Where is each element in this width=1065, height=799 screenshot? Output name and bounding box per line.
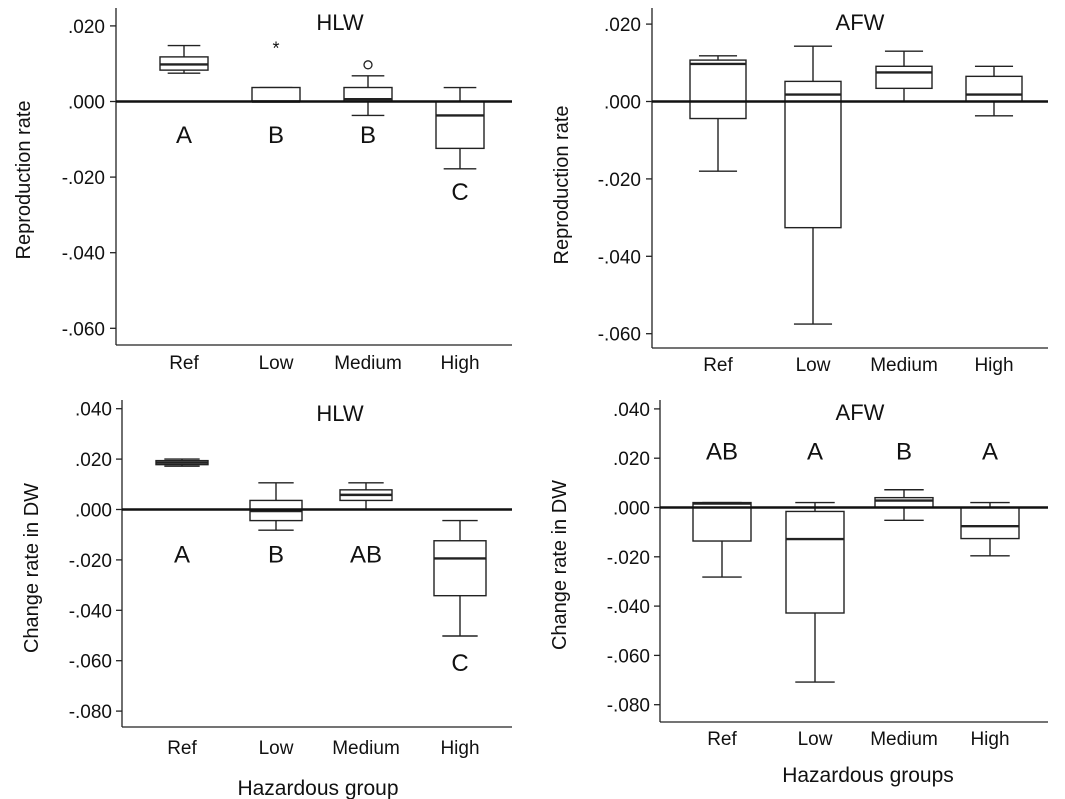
x-tick-label: High — [970, 729, 1009, 750]
y-tick-label: -.060 — [69, 652, 112, 673]
box-ref — [159, 44, 209, 74]
panel-1: HLW Reproduction rate .020 .000 -.020 -.040 -.… — [13, 8, 512, 374]
box-medium — [343, 75, 393, 117]
x-tick-label: Low — [798, 729, 833, 750]
y-tick-label: .040 — [613, 400, 650, 421]
group-letter: C — [451, 650, 468, 677]
box-high — [965, 65, 1023, 117]
x-tick-label: Ref — [167, 738, 197, 759]
panel-4: AFW Change rate in DW .040 .020 .000 -.020 -.0… — [549, 400, 1048, 787]
iqr-box — [435, 100, 485, 150]
y-tick-label: -.060 — [598, 325, 641, 346]
y-tick-label: .020 — [75, 450, 112, 471]
y-tick-label: -.080 — [607, 696, 650, 717]
box-medium — [339, 482, 393, 511]
y-tick-label: -.060 — [607, 646, 650, 667]
panel-3: HLW Change rate in DW .040 .020 .000 -.020 -.0… — [21, 400, 512, 799]
y-tick-label: -.040 — [69, 601, 112, 622]
x-tick-label: High — [974, 355, 1013, 376]
group-letter: B — [268, 122, 284, 149]
x-tick-label: Medium — [334, 353, 402, 374]
y-tick-label: .000 — [604, 93, 641, 114]
y-tick-label: -.020 — [69, 551, 112, 572]
x-tick-label: Low — [796, 355, 831, 376]
x-tick-label: Medium — [870, 355, 938, 376]
x-tick-label: Medium — [332, 738, 400, 759]
y-tick-label: .000 — [75, 501, 112, 522]
y-tick-label: .020 — [604, 15, 641, 36]
y-tick-label: .000 — [68, 93, 105, 114]
group-letter: AB — [706, 438, 738, 465]
y-axis-label: Change rate in DW — [549, 480, 571, 650]
box-ref — [692, 501, 752, 578]
box-medium — [875, 50, 933, 103]
y-tick-label: -.020 — [598, 170, 641, 191]
y-tick-label: -.020 — [62, 168, 105, 189]
y-axis-label: Change rate in DW — [21, 483, 43, 653]
panel-title: HLW — [316, 401, 363, 426]
outlier-circle — [363, 60, 373, 70]
iqr-box — [689, 59, 747, 120]
iqr-box — [785, 510, 845, 614]
group-letter: B — [360, 122, 376, 149]
x-tick-label: Low — [259, 738, 294, 759]
panel-title: HLW — [316, 10, 363, 35]
y-tick-label: -.040 — [62, 244, 105, 265]
group-letter: A — [807, 438, 823, 465]
iqr-box — [875, 65, 933, 90]
group-letter: AB — [350, 541, 382, 568]
x-axis-label: Hazardous group — [237, 777, 398, 799]
x-tick-label: High — [440, 353, 479, 374]
x-tick-label: Ref — [169, 353, 199, 374]
box-medium — [874, 489, 934, 522]
panel-title: AFW — [836, 10, 885, 35]
box-low — [249, 482, 303, 531]
iqr-box — [692, 501, 752, 542]
group-letter: B — [268, 541, 284, 568]
x-tick-label: High — [440, 738, 479, 759]
y-axis-label: Reproduction rate — [551, 106, 573, 265]
box-low — [784, 45, 842, 325]
box-low — [785, 501, 845, 683]
y-tick-label: -.060 — [62, 319, 105, 340]
y-tick-label: -.020 — [607, 548, 650, 569]
iqr-box — [251, 86, 301, 103]
x-tick-label: Ref — [707, 729, 737, 750]
group-letter: A — [982, 438, 998, 465]
group-letter: B — [896, 438, 912, 465]
y-tick-label: -.040 — [607, 597, 650, 618]
y-tick-label: .000 — [613, 499, 650, 520]
x-tick-label: Low — [259, 353, 294, 374]
box-ref — [689, 55, 747, 172]
iqr-box — [784, 80, 842, 229]
iqr-box — [960, 506, 1020, 540]
x-tick-label: Ref — [703, 355, 733, 376]
x-tick-label: Medium — [870, 729, 938, 750]
box-high — [960, 501, 1020, 557]
panel-2: AFW Reproduction rate .020 .000 -.020 -.040 -.… — [551, 8, 1048, 376]
box-low — [251, 86, 301, 103]
x-axis-label: Hazardous groups — [782, 764, 954, 787]
box-ref — [155, 458, 209, 467]
y-axis-label: Reproduction rate — [13, 101, 35, 260]
y-tick-label: .020 — [68, 17, 105, 38]
y-tick-label: -.080 — [69, 702, 112, 723]
y-tick-label: -.040 — [598, 247, 641, 268]
panel-title: AFW — [836, 400, 885, 425]
box-high — [433, 519, 487, 637]
group-letter: A — [176, 122, 192, 149]
iqr-box — [433, 540, 487, 597]
outlier-star: * — [272, 39, 279, 59]
y-tick-label: .040 — [75, 400, 112, 421]
iqr-box — [965, 75, 1023, 103]
group-letter: C — [451, 179, 468, 206]
box-high — [435, 86, 485, 170]
iqr-box — [874, 496, 934, 509]
y-tick-label: .020 — [613, 449, 650, 470]
group-letter: A — [174, 541, 190, 568]
